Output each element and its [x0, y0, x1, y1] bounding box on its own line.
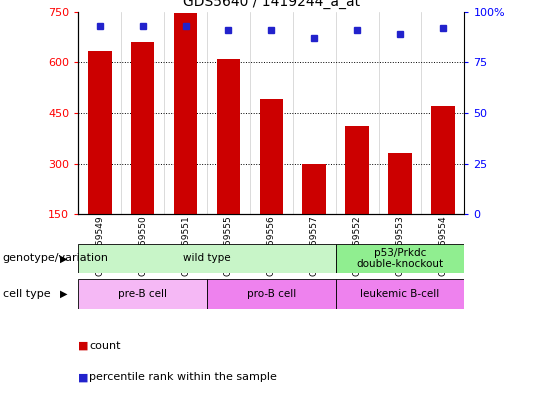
Text: pro-B cell: pro-B cell	[247, 289, 296, 299]
Bar	[207, 279, 336, 309]
Text: ■: ■	[78, 341, 89, 351]
Bar	[174, 13, 197, 214]
Text: percentile rank within the sample: percentile rank within the sample	[89, 372, 277, 382]
Bar	[78, 244, 336, 273]
Text: cell type: cell type	[3, 289, 50, 299]
Bar	[336, 244, 464, 273]
Bar	[346, 127, 369, 214]
Text: p53/Prkdc
double-knockout: p53/Prkdc double-knockout	[356, 248, 444, 269]
Bar	[302, 163, 326, 214]
Bar	[431, 106, 455, 214]
Bar	[336, 279, 464, 309]
Bar	[260, 99, 283, 214]
Text: ■: ■	[78, 372, 89, 382]
Bar	[131, 42, 154, 214]
Bar	[388, 153, 412, 214]
Text: count: count	[89, 341, 120, 351]
Bar	[88, 51, 112, 214]
Bar	[217, 59, 240, 214]
Text: genotype/variation: genotype/variation	[3, 253, 109, 263]
Text: pre-B cell: pre-B cell	[118, 289, 167, 299]
Bar	[78, 279, 207, 309]
Text: ▶: ▶	[60, 253, 68, 263]
Title: GDS5640 / 1419244_a_at: GDS5640 / 1419244_a_at	[183, 0, 360, 9]
Text: wild type: wild type	[183, 253, 231, 263]
Text: ▶: ▶	[60, 289, 68, 299]
Text: leukemic B-cell: leukemic B-cell	[360, 289, 440, 299]
